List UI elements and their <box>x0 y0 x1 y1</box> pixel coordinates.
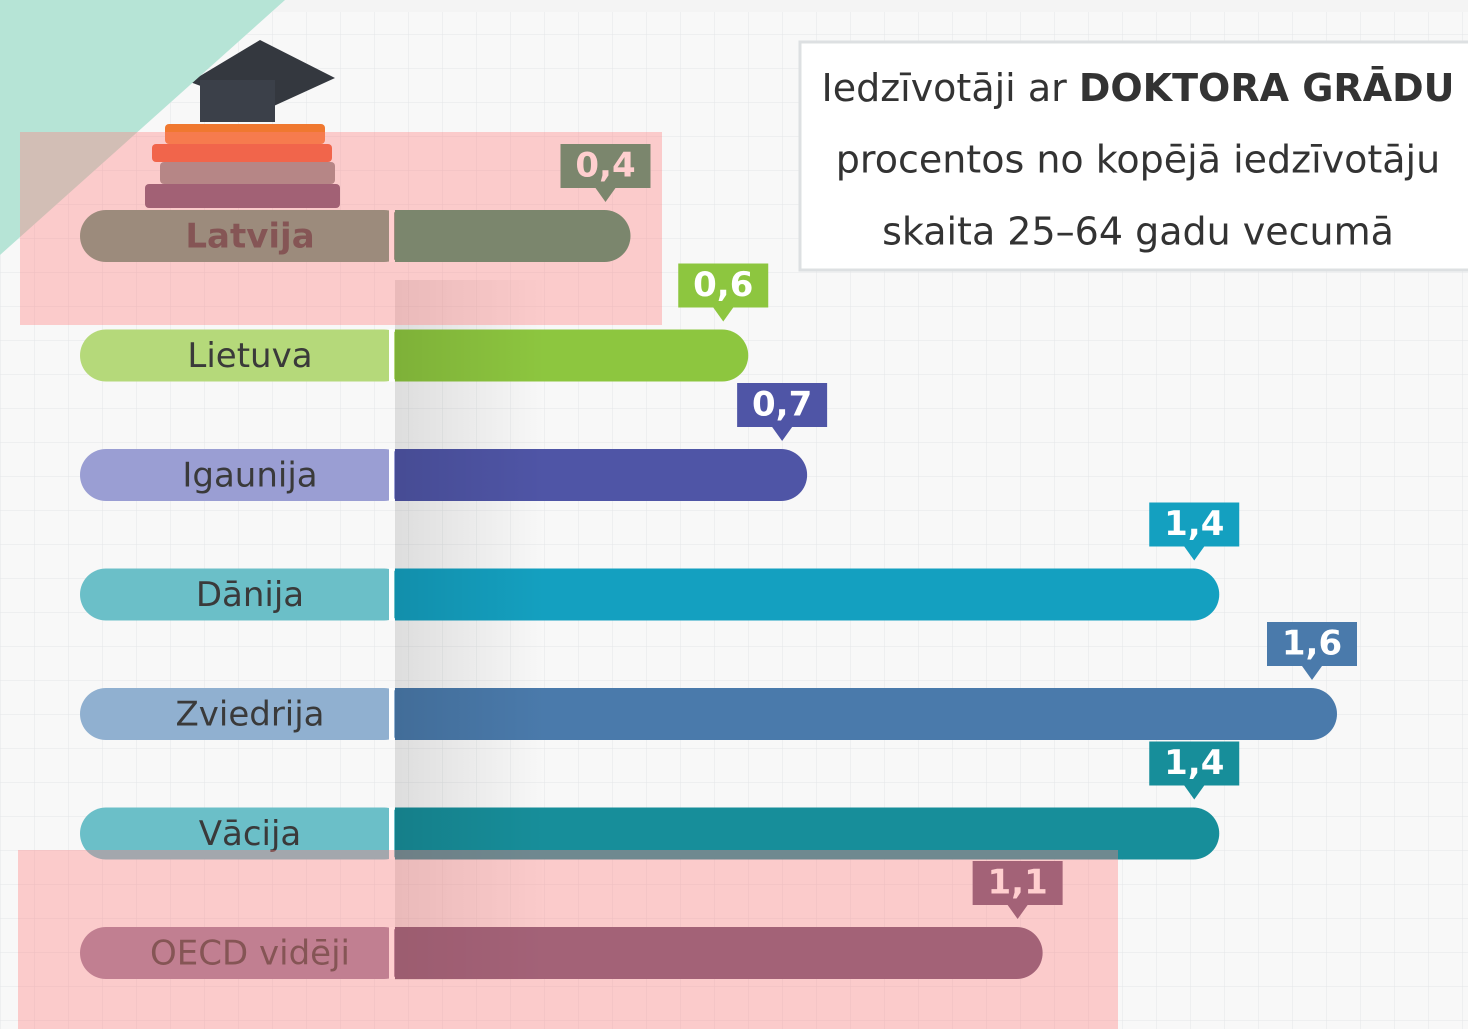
category-label: Igaunija <box>182 456 317 496</box>
category-pill <box>80 210 410 262</box>
bar <box>395 688 1337 740</box>
divider <box>389 807 394 860</box>
book-stack <box>145 40 340 208</box>
bar-base <box>395 210 447 262</box>
highlight-overlay <box>18 850 1118 1029</box>
subtitle: procentos no kopējā iedzīvotāju <box>836 138 1440 182</box>
value-callout <box>1149 502 1240 561</box>
category-pill <box>80 568 410 621</box>
value-callout <box>737 383 828 441</box>
category-label: Lietuva <box>187 336 312 376</box>
category-pill <box>80 449 410 501</box>
subtitle: skaita 25–64 gadu vecumā <box>882 210 1394 254</box>
bar <box>395 568 1220 621</box>
category-label: Latvija <box>185 217 314 257</box>
value-callout <box>1267 622 1357 680</box>
value-callout <box>678 263 769 322</box>
value-callout <box>972 861 1063 919</box>
category-label: Dānija <box>196 575 304 615</box>
value-label: 1,4 <box>1164 743 1224 783</box>
value-callout <box>560 144 651 202</box>
title-box: Iedzīvotāji ar DOKTORA GRĀDU procentos n… <box>798 40 1468 272</box>
category-label: Vācija <box>199 814 302 854</box>
category-label: OECD vidēji <box>150 934 350 974</box>
divider <box>389 449 394 501</box>
category-label: Zviedrija <box>175 695 324 735</box>
divider <box>389 210 394 262</box>
bar <box>395 927 1043 979</box>
title-emphasis: DOKTORA GRĀDU <box>1079 66 1455 110</box>
category-pill <box>80 927 410 979</box>
category-pill <box>80 688 410 740</box>
category-pill <box>80 329 410 382</box>
title: Iedzīvotāji ar DOKTORA GRĀDU <box>821 66 1454 110</box>
value-label: 1,1 <box>988 863 1048 903</box>
value-label: 0,7 <box>752 385 812 425</box>
highlight-overlay <box>20 132 662 325</box>
value-label: 0,4 <box>575 146 635 186</box>
divider <box>389 927 394 979</box>
divider <box>389 688 394 740</box>
divider <box>389 329 394 382</box>
divider <box>389 568 394 621</box>
value-callout <box>1149 741 1240 800</box>
corner-decoration <box>0 0 285 255</box>
bar <box>395 807 1220 860</box>
bar <box>395 210 631 262</box>
title-text: Iedzīvotāji ar <box>821 66 1067 110</box>
value-label: 1,4 <box>1164 504 1224 544</box>
value-label: 0,6 <box>693 265 753 305</box>
value-label: 1,6 <box>1282 624 1342 664</box>
shadow <box>395 280 545 980</box>
category-pill <box>80 807 410 860</box>
